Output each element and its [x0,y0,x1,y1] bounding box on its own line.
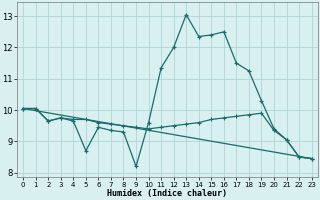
X-axis label: Humidex (Indice chaleur): Humidex (Indice chaleur) [108,189,228,198]
